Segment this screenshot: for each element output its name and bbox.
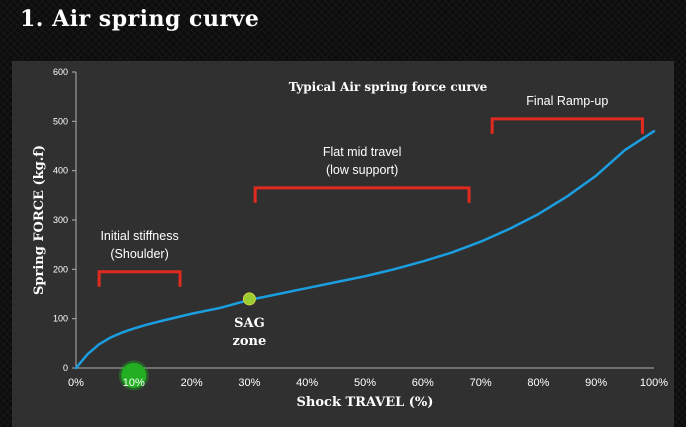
x-tick-label: 80% [527, 377, 549, 389]
bracket-label: Final Ramp-up [526, 94, 608, 108]
x-tick-label: 50% [354, 377, 376, 389]
x-tick-label: 90% [585, 377, 607, 389]
x-tick-label: 100% [640, 377, 668, 389]
y-tick-label: 200 [53, 264, 68, 274]
x-axis-title: Shock TRAVEL (%) [297, 395, 434, 410]
bracket-2 [490, 117, 644, 134]
x-tick-label: 30% [238, 377, 260, 389]
bracket-label: (low support) [326, 163, 398, 177]
series-line-0 [74, 129, 656, 370]
x-tick-label: 10% [123, 377, 145, 389]
bracket-label: Flat mid travel [323, 145, 402, 159]
y-tick-label: 600 [53, 67, 68, 77]
bracket-1 [253, 186, 471, 203]
slide-title: 1. Air spring curve [20, 6, 260, 32]
y-tick-label: 0 [63, 363, 68, 373]
chart-title: Typical Air spring force curve [289, 80, 488, 94]
y-tick-label: 500 [53, 116, 68, 126]
bracket-label: (Shoulder) [110, 247, 168, 261]
y-tick-label: 300 [53, 215, 68, 225]
sag-marker [242, 292, 256, 306]
chart-panel: 0 100 200 300 400 500 600 0% 10% 20% 30% 40% 50% 60% 7… [12, 61, 674, 427]
sag-label: SAG [234, 316, 265, 331]
x-tick-label: 20% [181, 377, 203, 389]
air-spring-chart: 0 100 200 300 400 500 600 0% 10% 20% 30% 40% 50% 60% 7… [32, 67, 668, 410]
x-tick-label: 0% [68, 377, 84, 389]
bracket-0 [97, 270, 182, 287]
y-tick-label: 400 [53, 166, 68, 176]
highlight-marker [121, 362, 147, 388]
bracket-label: Initial stiffness [100, 229, 178, 243]
x-tick-label: 70% [470, 377, 492, 389]
y-axis-title: Spring FORCE (kg.f) [32, 145, 47, 295]
sag-label: zone [233, 334, 267, 349]
x-tick-label: 40% [296, 377, 318, 389]
y-tick-label: 100 [53, 314, 68, 324]
x-tick-label: 60% [412, 377, 434, 389]
